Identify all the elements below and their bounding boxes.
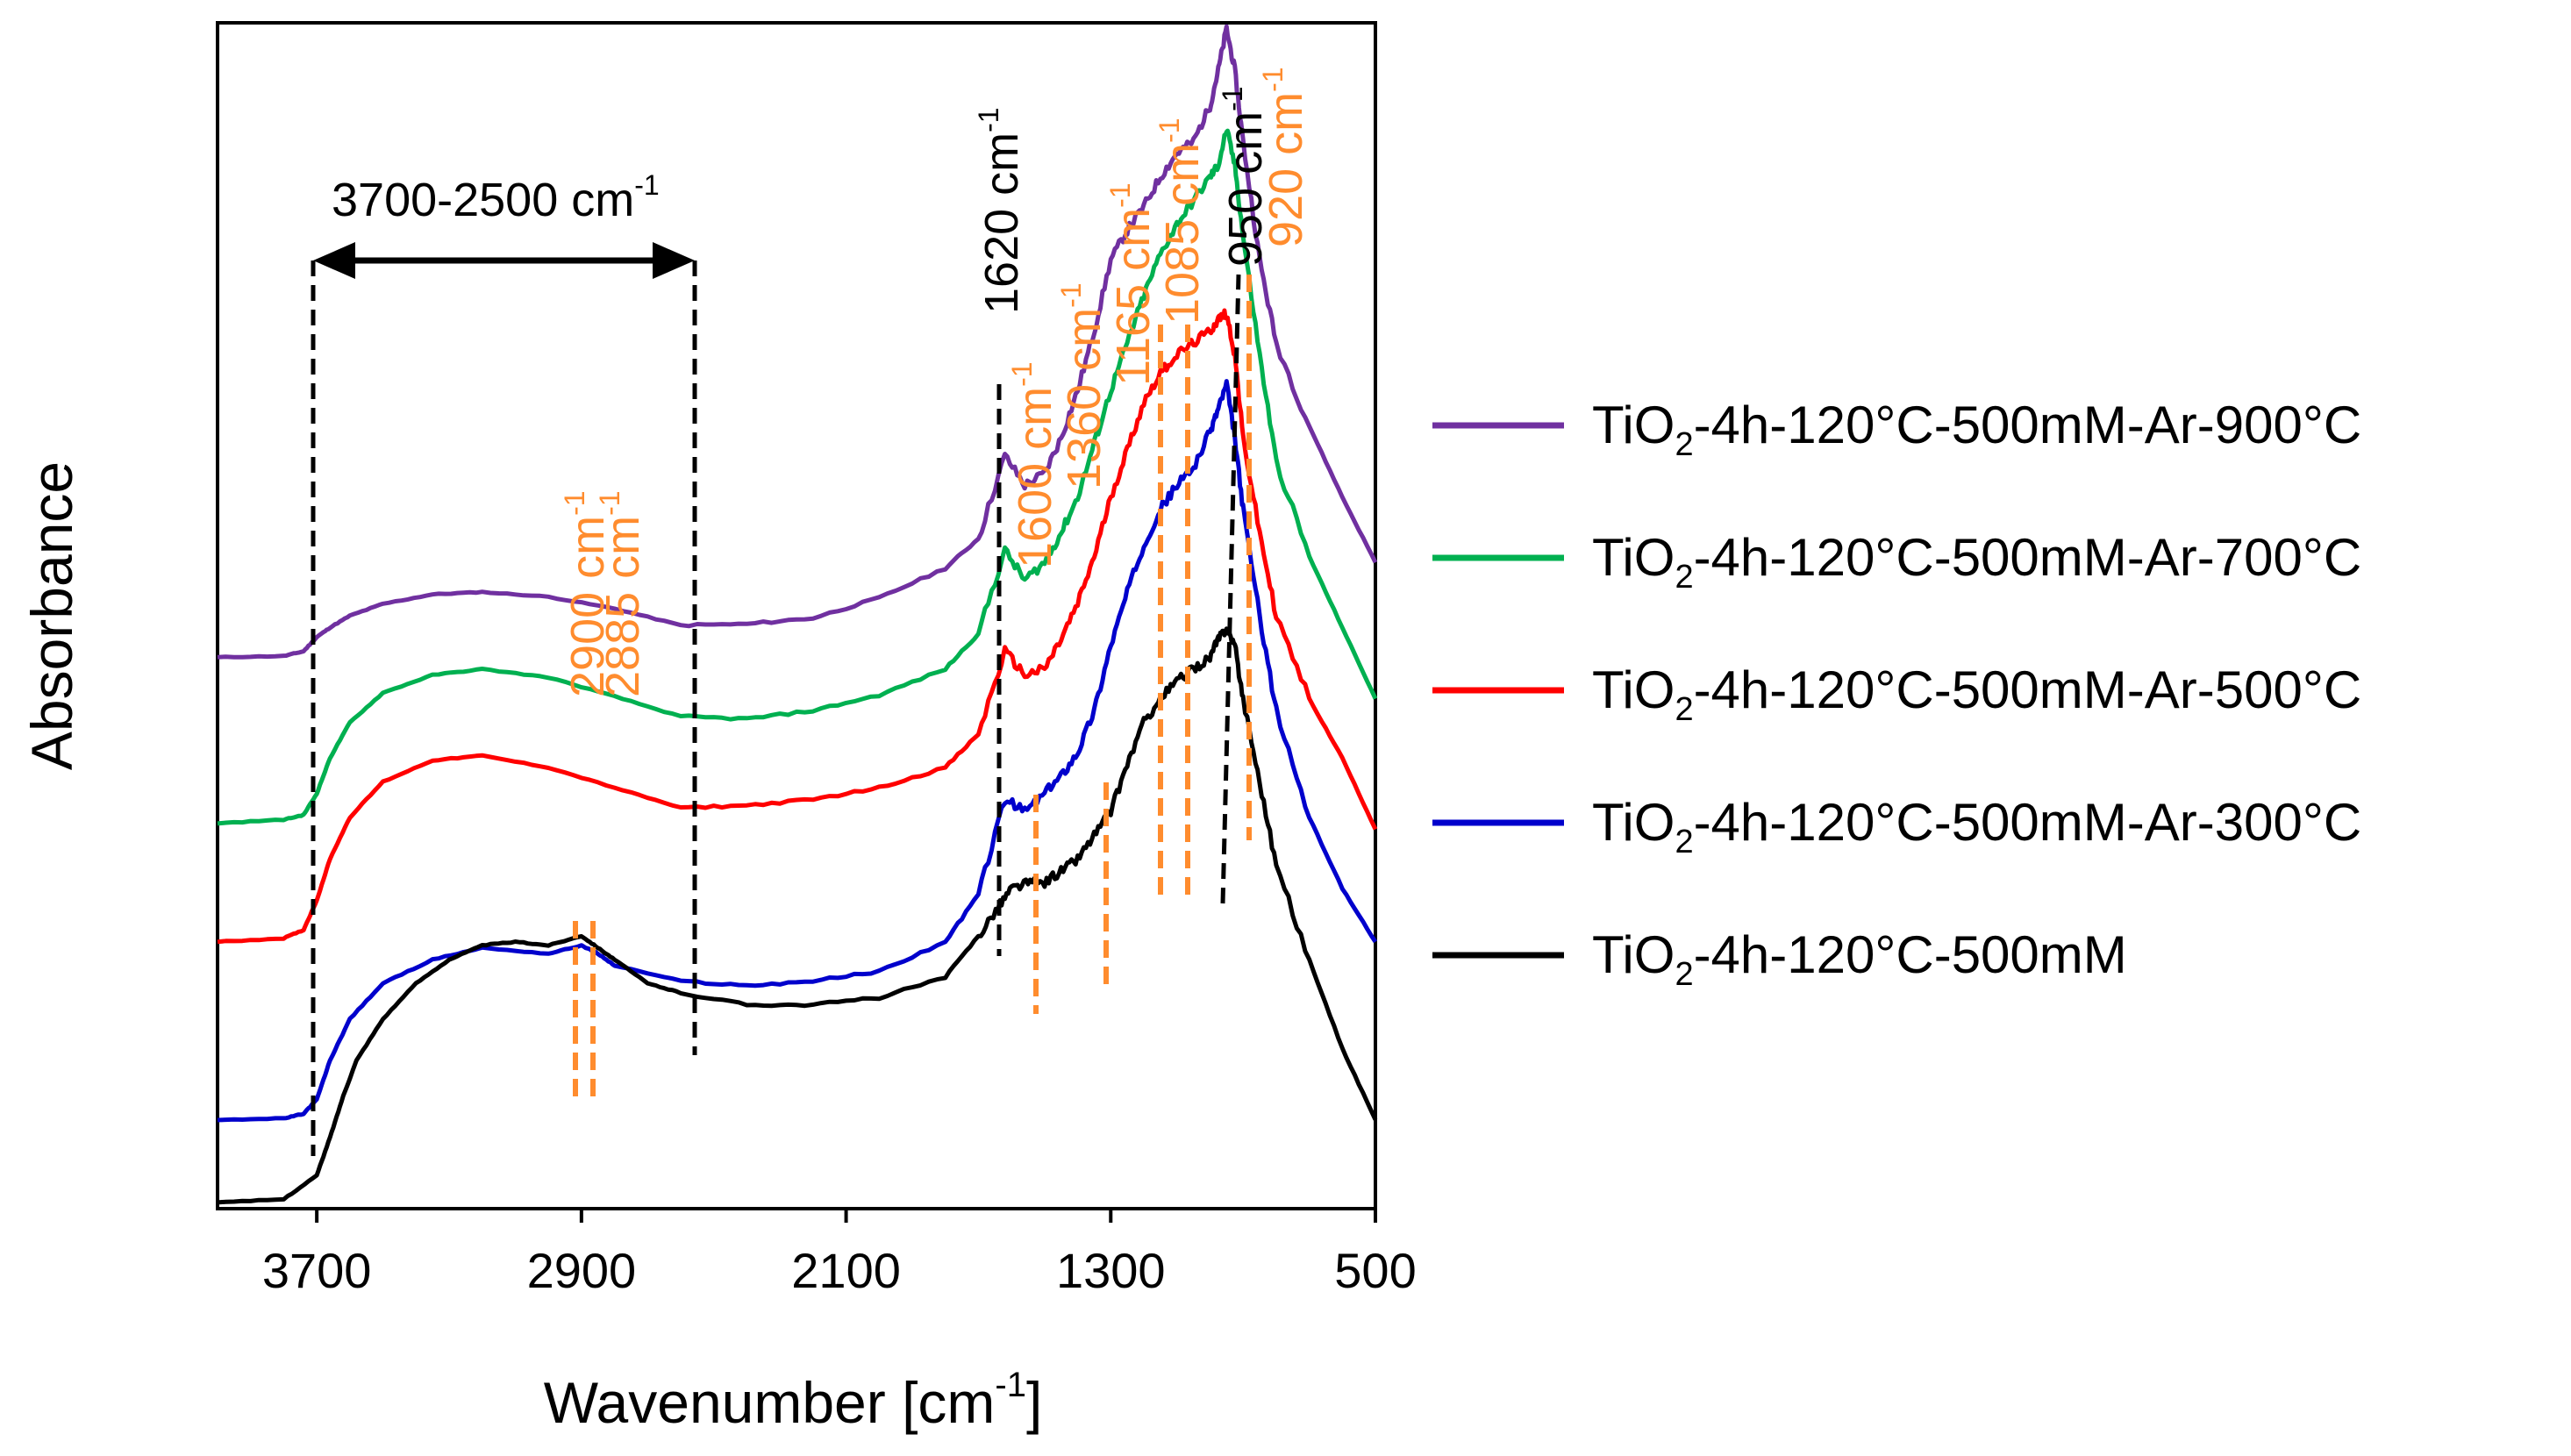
peak-label-920: 920 cm-1 <box>1257 67 1312 247</box>
plot-frame <box>216 21 1377 1210</box>
legend-label-1: TiO2-4h-120°C-500mM-Ar-700°C <box>1592 528 2361 596</box>
series-line-1 <box>217 128 1378 826</box>
x-tick-label-4: 500 <box>1334 1243 1416 1298</box>
marker-950 <box>1220 274 1241 904</box>
y-axis-title: Absorbance <box>19 461 84 770</box>
legend-label-0: TiO2-4h-120°C-500mM-Ar-900°C <box>1592 396 2361 463</box>
marker-layer <box>311 261 1252 1156</box>
range-arrow <box>313 242 695 279</box>
x-axis: 3700 2900 2100 1300 500 <box>262 1209 1417 1298</box>
series-layer <box>217 24 1378 1205</box>
series-line-4 <box>217 626 1378 1205</box>
x-axis-title: Wavenumber [cm-1] <box>544 1366 1043 1435</box>
x-tick-label-0: 3700 <box>262 1243 372 1298</box>
series-line-0 <box>217 24 1378 660</box>
x-tick-label-1: 2900 <box>527 1243 637 1298</box>
peak-label-1085: 1085 cm-1 <box>1153 118 1209 325</box>
peak-label-1165: 1165 cm-1 <box>1104 182 1160 386</box>
legend: TiO2-4h-120°C-500mM-Ar-900°C TiO2-4h-120°… <box>1432 396 2361 993</box>
peak-label-950: 950 cm-1 <box>1217 86 1272 267</box>
series-line-2 <box>217 308 1378 945</box>
legend-label-3: TiO2-4h-120°C-500mM-Ar-300°C <box>1592 793 2361 860</box>
peak-label-2900: 2900 cm-1 <box>559 490 614 697</box>
range-label: 3700-2500 cm-1 <box>332 169 660 226</box>
peak-label-1600: 1600 cm-1 <box>1006 361 1061 568</box>
peak-label-1360: 1360 cm-1 <box>1055 282 1111 489</box>
legend-label-2: TiO2-4h-120°C-500mM-Ar-500°C <box>1592 660 2361 728</box>
peak-label-2885: 2885 cm-1 <box>594 490 649 697</box>
x-tick-label-3: 1300 <box>1056 1243 1166 1298</box>
legend-label-4: TiO2-4h-120°C-500mM <box>1592 925 2127 993</box>
peak-label-1620: 1620 cm-1 <box>973 107 1028 314</box>
series-line-3 <box>217 379 1378 1123</box>
x-tick-label-2: 2100 <box>791 1243 901 1298</box>
